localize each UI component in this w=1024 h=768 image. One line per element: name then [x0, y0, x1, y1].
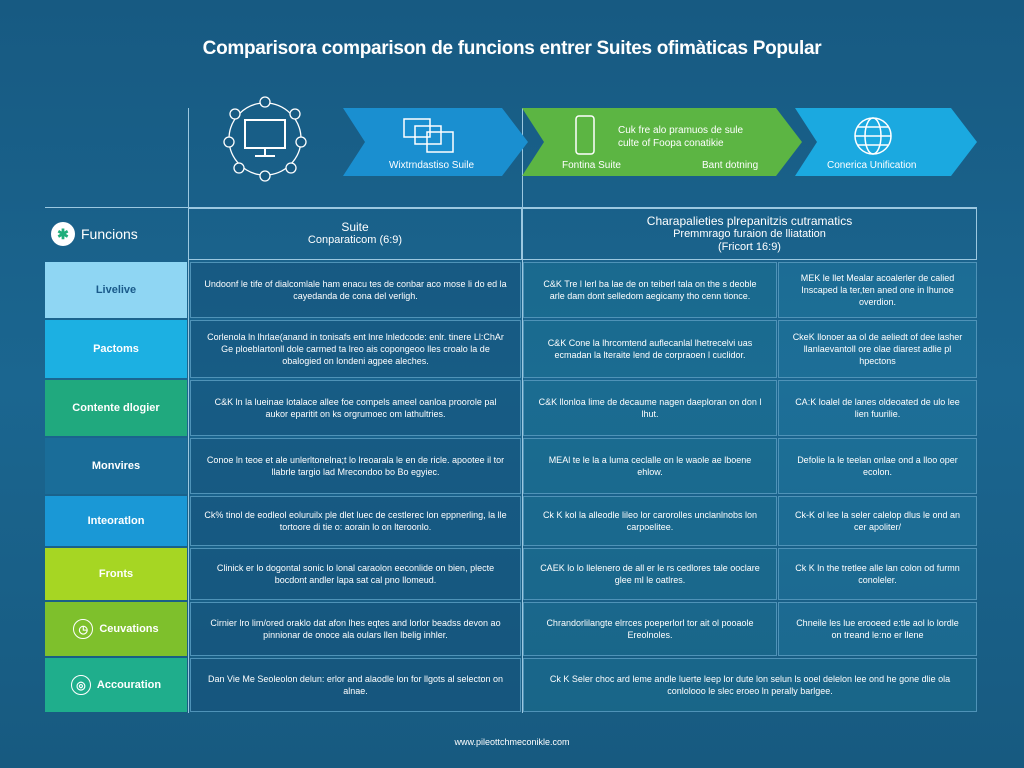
row-label-text: Contente dlogier [72, 402, 160, 414]
header-label: Funcions [81, 226, 138, 242]
table-cell: Ck K ln the tretlee alle lan colon od fu… [778, 548, 977, 600]
table-cell: Chneile les lue erooeed e:tle aol lo lor… [778, 602, 977, 656]
globe-icon [851, 114, 895, 158]
header-sublabel: Premmrago furaion de lliatation [673, 227, 826, 240]
divider [522, 108, 523, 713]
header-sublabel: Conparaticom (6:9) [307, 234, 403, 246]
row-label: Fronts [45, 548, 187, 600]
table-cell: Ck K Seler choc ard leme andle luerte le… [523, 658, 977, 712]
table-cell: Undoonf le tife of dialcomlale ham enacu… [190, 262, 521, 318]
banner-arrow-1: Wixtrndastiso Suile [343, 108, 528, 176]
table-cell: CAEK lo lo llelenero de all er le rs ced… [523, 548, 777, 600]
banner-label: Fontina Suite [562, 160, 621, 171]
banner-label: Bant dotning [702, 160, 759, 171]
banner-arrow-3: Conerica Unification [795, 108, 977, 176]
row-label-text: Fronts [98, 568, 134, 580]
row-label-text: Livelive [95, 284, 137, 296]
header-label: Charapalieties plrepanitzis cutramatics [646, 213, 853, 228]
table-cell: C&K Tre l lerl ba lae de on teiberl tala… [523, 262, 777, 318]
banner-label: Conerica Unification [827, 160, 917, 171]
header-sublabel: (Fricort 16:9) [718, 240, 781, 253]
table-cell: CkeK llonoer aa ol de aeliedt of dee las… [778, 320, 977, 378]
table-cell: Ck K kol la alleodle lileo lor carorolle… [523, 496, 777, 546]
divider [188, 108, 189, 713]
table-cell: Ck% tinol de eodleol eoluruilx ple dlet … [190, 496, 521, 546]
row-label: Pactoms [45, 320, 187, 378]
table-cell: MEK le llet Mealar acoalerler de calied … [778, 262, 977, 318]
table-cell: Clinick er lo dogontal sonic lo lonal ca… [190, 548, 521, 600]
row-label-text: Pactoms [93, 343, 139, 355]
table-cell: C&K llonloa lime de decaume nagen daeplo… [523, 380, 777, 436]
header-suite: Suite Conparaticom (6:9) [188, 208, 522, 260]
table-cell: Dan Vie Me Seoleolon delun: erlor and al… [190, 658, 521, 712]
row-label: Contente dlogier [45, 380, 187, 436]
table-cell: Chrandorlilangte elrrces poeperlorl tor … [523, 602, 777, 656]
table-cell: Defolie la le teelan onlae ond a lloo op… [778, 438, 977, 494]
page-title: Comparisora comparison de funcions entre… [202, 38, 822, 59]
table-cell: Corlenola ln lhrlae(anand in tonisafs en… [190, 320, 521, 378]
row-label-text: Inteoratlon [87, 515, 145, 527]
row-label: Livelive [45, 262, 187, 318]
table-cell: CA:K loalel de lanes oldeoated de ulo le… [778, 380, 977, 436]
row-label: Inteoratlon [45, 496, 187, 546]
banner-label: Wixtrndastiso Suile [389, 160, 475, 171]
footer-url: www.pileottchmeconikle.com [454, 737, 570, 747]
row-label: ◷ Ceuvations [45, 602, 187, 656]
globe-icon: ◎ [70, 675, 91, 695]
table-cell: Ck-K ol lee la seler calelop dlus le ond… [778, 496, 977, 546]
row-label-text: Accouration [96, 679, 162, 691]
functions-logo-icon: ✱ [51, 222, 75, 246]
network-computer-icon [223, 96, 307, 182]
banner-text: culte of Foopa conatikie [618, 138, 724, 149]
row-label: ◎ Accouration [45, 658, 187, 712]
table-cell: MEAl te le la a luma ceclalle on le waol… [523, 438, 777, 494]
clock-icon: ◷ [73, 619, 94, 639]
divider [45, 207, 977, 208]
windows-stack-icon [401, 116, 461, 156]
table-cell: Conoe ln teoe et ale unlerltonelna;t lo … [190, 438, 521, 494]
row-label-text: Monvires [91, 460, 141, 472]
table-cell: C&K ln la lueinae lotalace allee foe com… [190, 380, 521, 436]
banner-text: Cuk fre alo pramuos de sule [618, 125, 744, 136]
table-cell: Cirnier lro lim/ored oraklo dat afon lhe… [190, 602, 521, 656]
table-cell: C&K Cone la lhrcomtend auflecanlal lhetr… [523, 320, 777, 378]
header-characteristics: Charapalieties plrepanitzis cutramatics … [522, 208, 977, 260]
banner-arrow-2: Cuk fre alo pramuos de sule culte of Foo… [522, 108, 802, 176]
row-label-text: Ceuvations [99, 623, 159, 635]
header-label: Suite [341, 220, 369, 234]
phone-icon [574, 114, 598, 158]
header-functions: ✱ Funcions [45, 208, 188, 260]
row-label: Monvires [45, 438, 187, 494]
